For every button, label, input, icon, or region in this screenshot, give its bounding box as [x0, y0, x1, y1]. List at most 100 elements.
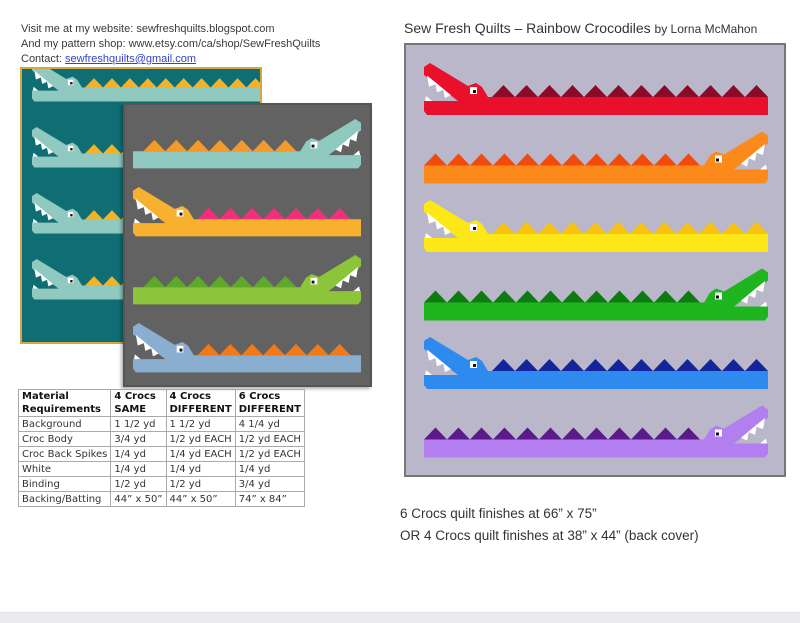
pupil — [473, 90, 476, 93]
back-spike — [192, 78, 211, 88]
table-cell: 1 1/2 yd — [165, 416, 236, 432]
tooth — [425, 233, 432, 238]
back-spike — [424, 290, 447, 303]
tooth — [342, 273, 351, 283]
back-spike — [562, 290, 585, 303]
back-spike — [653, 359, 676, 371]
back-spike — [102, 276, 121, 286]
tooth — [748, 287, 757, 298]
back-spike — [470, 153, 493, 166]
table-header: 4 Crocs DIFFERENT — [165, 389, 236, 417]
tooth — [151, 211, 159, 221]
back-spike — [653, 85, 676, 97]
back-spike — [538, 222, 561, 234]
tooth — [40, 141, 48, 150]
back-spike — [210, 78, 229, 88]
back-spike — [306, 343, 329, 356]
tooth — [748, 424, 757, 435]
back-spike — [584, 359, 607, 371]
tooth — [34, 268, 43, 278]
pupil — [473, 227, 476, 230]
back-spike — [174, 78, 193, 88]
back-spike — [241, 343, 264, 356]
table-cell: 1/4 yd — [110, 461, 167, 477]
back-spike — [584, 222, 607, 234]
back-spike — [492, 222, 515, 234]
tooth — [46, 212, 54, 221]
tooth — [46, 278, 54, 287]
back-spike — [654, 427, 677, 440]
back-spike — [246, 78, 260, 88]
tooth — [760, 164, 767, 170]
tooth — [755, 143, 765, 156]
back-spike — [561, 222, 584, 234]
croc-body — [132, 255, 361, 305]
back-spike — [562, 153, 585, 166]
crocodile — [132, 255, 361, 305]
table-cell: 1/2 yd EACH — [165, 431, 236, 447]
table-cell: 1 1/2 yd — [110, 416, 167, 432]
pupil — [716, 295, 719, 299]
tooth — [34, 136, 43, 146]
back-spike — [585, 427, 608, 440]
back-spike — [241, 207, 264, 220]
tooth — [135, 334, 146, 346]
material-requirements-table: Material Requirements 4 Crocs SAME 4 Crocs DI… — [17, 389, 306, 507]
back-spike — [745, 222, 768, 234]
back-spike — [306, 207, 329, 220]
back-spike — [252, 275, 275, 288]
back-spike — [493, 427, 516, 440]
table-row: White 1/4 yd 1/4 yd 1/4 yd — [17, 461, 306, 477]
email-link[interactable]: sewfreshquilts@gmail.com — [65, 53, 197, 65]
tooth — [348, 266, 359, 278]
tooth — [40, 207, 48, 216]
tooth — [760, 438, 767, 444]
pupil — [716, 432, 719, 436]
page-title: Sew Fresh Quilts – Rainbow Crocodiles by… — [404, 20, 757, 36]
tooth — [755, 417, 765, 430]
back-spike — [699, 359, 722, 371]
back-spike — [156, 78, 175, 88]
back-spike — [252, 139, 275, 152]
table-cell: 1/4 yd — [110, 446, 167, 462]
back-spike — [143, 139, 166, 152]
tooth — [425, 370, 432, 375]
tooth — [427, 349, 437, 361]
back-spike — [676, 85, 699, 97]
table-cell: Backing/Batting — [17, 491, 112, 507]
tooth — [353, 286, 361, 292]
back-spike — [562, 427, 585, 440]
pupil — [70, 82, 73, 85]
back-spike — [274, 139, 297, 152]
back-spike — [197, 343, 220, 356]
pupil — [179, 348, 183, 352]
back-spike — [470, 290, 493, 303]
pupil — [179, 212, 183, 216]
back-spike — [493, 290, 516, 303]
back-spike — [539, 427, 562, 440]
table-cell: 44” x 50” — [110, 491, 167, 507]
tooth — [435, 356, 444, 367]
back-spike — [722, 222, 745, 234]
page-bottom-edge — [0, 612, 800, 623]
back-spike — [263, 343, 285, 356]
crocodile — [424, 200, 768, 252]
back-spike — [138, 78, 157, 88]
finish-sizes: 6 Crocs quilt finishes at 66” x 75” OR 4… — [400, 503, 699, 547]
back-spike — [608, 427, 631, 440]
back-spike — [85, 78, 103, 88]
back-spike — [585, 153, 608, 166]
back-spike — [197, 207, 220, 220]
pupil — [716, 158, 719, 162]
table-cell: Croc Back Spikes — [17, 446, 112, 462]
pupil — [70, 148, 73, 151]
tooth — [32, 284, 39, 289]
back-spike — [539, 153, 562, 166]
table-cell: 74” x 84” — [234, 491, 306, 507]
table-row: Croc Body 3/4 yd 1/2 yd EACH 1/2 yd EACH — [17, 431, 306, 447]
back-spike — [447, 290, 470, 303]
tooth — [46, 146, 54, 155]
table-cell: White — [17, 461, 112, 477]
back-spike — [470, 427, 493, 440]
crocodile — [133, 323, 361, 373]
